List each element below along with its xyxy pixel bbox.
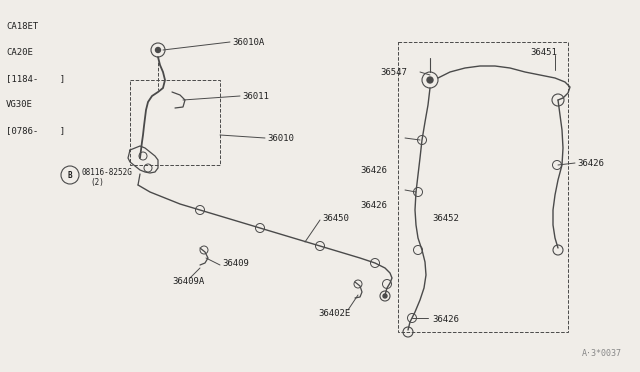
Text: 36450: 36450 bbox=[322, 214, 349, 222]
Text: 36451: 36451 bbox=[530, 48, 557, 57]
Text: 36010A: 36010A bbox=[232, 38, 264, 46]
Text: 36402E: 36402E bbox=[318, 310, 350, 318]
Text: 36011: 36011 bbox=[242, 92, 269, 100]
Text: 36010: 36010 bbox=[267, 134, 294, 142]
Text: 36426: 36426 bbox=[360, 166, 387, 174]
Text: CA20E: CA20E bbox=[6, 48, 33, 57]
Circle shape bbox=[383, 294, 387, 298]
Text: 36409: 36409 bbox=[222, 260, 249, 269]
Text: [1184-    ]: [1184- ] bbox=[6, 74, 65, 83]
Text: 36426: 36426 bbox=[360, 201, 387, 209]
Text: A·3*0037: A·3*0037 bbox=[582, 349, 622, 358]
Circle shape bbox=[427, 77, 433, 83]
Text: 36452: 36452 bbox=[432, 214, 459, 222]
Text: 08116-8252G: 08116-8252G bbox=[82, 167, 133, 176]
Text: 36426: 36426 bbox=[577, 158, 604, 167]
Text: B: B bbox=[68, 170, 72, 180]
Text: VG30E: VG30E bbox=[6, 100, 33, 109]
Text: CA18ET: CA18ET bbox=[6, 22, 38, 31]
Text: 36409A: 36409A bbox=[172, 278, 204, 286]
Text: (2): (2) bbox=[90, 177, 104, 186]
Text: 36426: 36426 bbox=[432, 315, 459, 324]
Text: [0786-    ]: [0786- ] bbox=[6, 126, 65, 135]
Text: 36547: 36547 bbox=[380, 67, 407, 77]
Circle shape bbox=[156, 48, 161, 52]
